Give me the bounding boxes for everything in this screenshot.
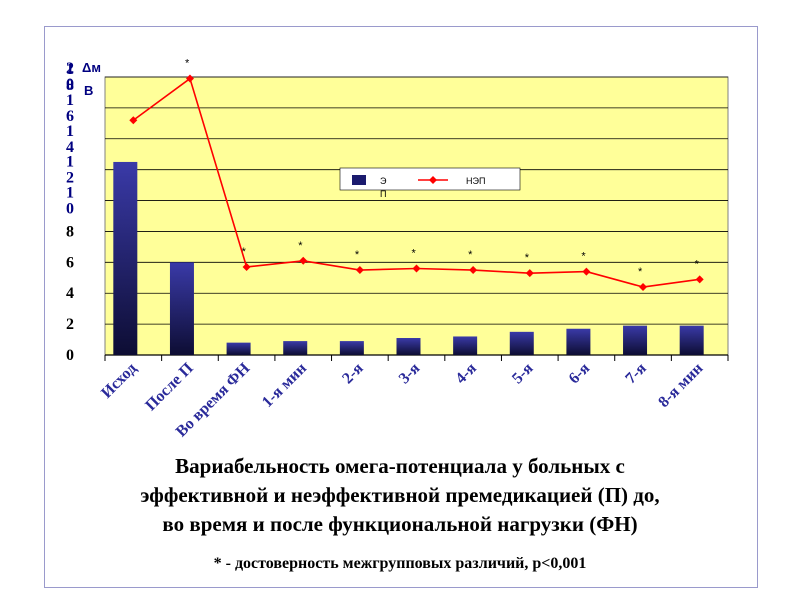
- x-tick-label: После П: [142, 359, 197, 414]
- caption-line-1: Вариабельность омега-потенциала у больны…: [175, 454, 625, 478]
- bar-7: [453, 336, 478, 355]
- bar-9: [566, 328, 591, 355]
- x-tick-label: 8-я мин: [655, 360, 706, 411]
- significance-mark: *: [525, 252, 530, 264]
- line-series: * * * * * * * * * *: [129, 58, 704, 292]
- y-axis-ticks: 0 2 4 6 8 1 01 21 41 61 82 0: [66, 60, 74, 364]
- line-point-1: [129, 116, 138, 125]
- legend: Э П НЭП: [339, 167, 521, 199]
- significance-mark: *: [355, 249, 360, 261]
- significance-mark: *: [412, 248, 417, 260]
- legend-swatch-bar: [352, 175, 366, 185]
- line-point-5: [355, 266, 364, 275]
- bar-1: [113, 161, 138, 355]
- y-tick-label: 0: [66, 347, 74, 364]
- line-point-4: [299, 256, 308, 265]
- legend-marker: [429, 176, 437, 184]
- legend-label-line: НЭП: [466, 176, 485, 186]
- y-unit-label: Δм: [82, 60, 101, 75]
- line-point-3: [242, 262, 251, 271]
- bar-3: [226, 342, 251, 355]
- y-tick-label: 4: [66, 285, 74, 302]
- bar-10: [623, 325, 648, 355]
- line-point-2: [185, 74, 194, 83]
- significance-mark: *: [581, 251, 586, 263]
- x-tick-label: 6-я: [566, 360, 594, 388]
- bar-series: [113, 161, 704, 355]
- bar-5: [339, 341, 364, 355]
- chart-caption: Вариабельность омега-потенциала у больны…: [60, 452, 740, 539]
- bar-8: [509, 331, 534, 355]
- y-tick-label: 6: [66, 254, 74, 271]
- x-tick-label: 3-я: [396, 360, 424, 388]
- y-unit-label-2: В: [84, 83, 93, 98]
- caption-line-3: во время и после функциональной нагрузки…: [162, 512, 638, 536]
- x-tick-label: 1-я мин: [259, 360, 310, 411]
- significance-mark: *: [468, 249, 473, 261]
- x-tick-label: 2-я: [339, 360, 367, 388]
- chart-area: * * * * * * * * * * 0 2 4 6 8 1 01 21 41 61 82 0 Исход После …: [66, 58, 729, 440]
- significance-mark: *: [298, 240, 303, 252]
- significance-note: * - достоверность межгрупповых различий,…: [213, 555, 587, 572]
- bar-4: [283, 341, 308, 355]
- significance-mark: *: [185, 58, 190, 70]
- line-point-9: [582, 267, 591, 276]
- x-axis-ticks: Исход После ПВо время ФН 1-я мин 2-я 3-я 4-я 5…: [98, 359, 706, 440]
- line-point-8: [525, 269, 534, 278]
- x-tick-label: 4-я: [452, 360, 480, 388]
- caption-line-2: эффективной и неэффективной премедикацие…: [140, 483, 660, 507]
- bar-6: [396, 338, 421, 355]
- bar-2: [169, 262, 194, 355]
- x-tick-label: 5-я: [509, 360, 537, 388]
- y-tick-label: 2: [66, 316, 74, 333]
- significance-mark: *: [638, 266, 643, 278]
- line-point-11: [695, 275, 704, 284]
- significance-mark: *: [242, 246, 247, 258]
- x-tick-label: Исход: [98, 360, 140, 402]
- line-point-7: [469, 266, 478, 275]
- x-tick-label: 7-я: [622, 360, 650, 388]
- significance-mark: *: [695, 258, 700, 270]
- line-point-10: [639, 283, 648, 292]
- line-point-6: [412, 264, 421, 273]
- bar-11: [679, 325, 704, 355]
- plot-background: [104, 76, 729, 356]
- y-tick-label: 8: [66, 223, 74, 240]
